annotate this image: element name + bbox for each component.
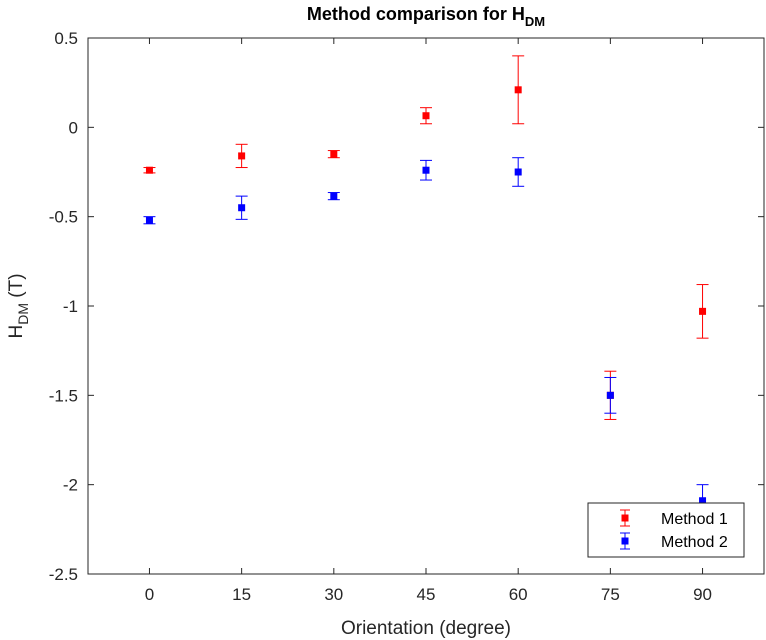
y-tick-label: -2.5: [49, 565, 78, 584]
y-axis: 0.5 0 -0.5 -1 -1.5 -2 -2.5: [49, 29, 764, 584]
data-point-method-1: [514, 86, 522, 94]
data-point-method-2: [699, 497, 707, 505]
data-point-method-1: [238, 152, 246, 160]
x-tick-label: 15: [232, 585, 251, 604]
y-tick-label: -2: [63, 476, 78, 495]
legend-entry-method-1: Method 1: [620, 509, 728, 528]
x-axis-label: Orientation (degree): [341, 618, 511, 639]
data-point-method-2: [145, 216, 153, 224]
y-tick-label: -1.5: [49, 386, 78, 405]
legend: Method 1 Method 2: [587, 502, 745, 558]
x-tick-label: 45: [417, 585, 436, 604]
data-point-method-2: [606, 391, 614, 399]
legend-label-method-2: Method 2: [661, 534, 728, 551]
y-tick-label: 0.5: [54, 29, 78, 48]
data-point-method-1: [145, 166, 153, 174]
y-axis-label-unit: (T): [6, 273, 27, 303]
y-tick-label: 0: [69, 118, 78, 137]
data-point-method-1: [699, 307, 707, 315]
data-point-method-2: [330, 192, 338, 200]
y-axis-label: HDM (T): [6, 273, 31, 338]
chart-title: Method comparison for HDM: [307, 4, 545, 29]
y-axis-label-main: H: [6, 325, 27, 339]
y-axis-label-subscript: DM: [15, 303, 31, 325]
chart-title-subscript: DM: [525, 14, 545, 29]
legend-label-method-1: Method 1: [661, 511, 728, 528]
data-point-method-2: [238, 204, 246, 212]
x-tick-label: 0: [145, 585, 154, 604]
legend-marker-method-1: [621, 514, 629, 522]
data-point-method-2: [514, 168, 522, 176]
x-axis: 0 15 30 45 60 75 90: [145, 38, 712, 604]
x-tick-label: 60: [509, 585, 528, 604]
data-point-method-1: [422, 112, 430, 120]
plot-area: [88, 38, 764, 574]
data-point-method-1: [330, 150, 338, 158]
y-tick-label: -0.5: [49, 208, 78, 227]
x-tick-label: 90: [693, 585, 712, 604]
legend-box: [587, 502, 745, 558]
series-layer: [143, 55, 709, 518]
chart-title-main: Method comparison for H: [307, 4, 525, 24]
x-tick-label: 75: [601, 585, 620, 604]
legend-marker-method-2: [621, 537, 629, 545]
x-tick-label: 30: [324, 585, 343, 604]
data-point-method-2: [422, 166, 430, 174]
y-tick-label: -1: [63, 297, 78, 316]
series-method-2: [143, 157, 709, 518]
legend-entry-method-2: Method 2: [620, 532, 728, 551]
